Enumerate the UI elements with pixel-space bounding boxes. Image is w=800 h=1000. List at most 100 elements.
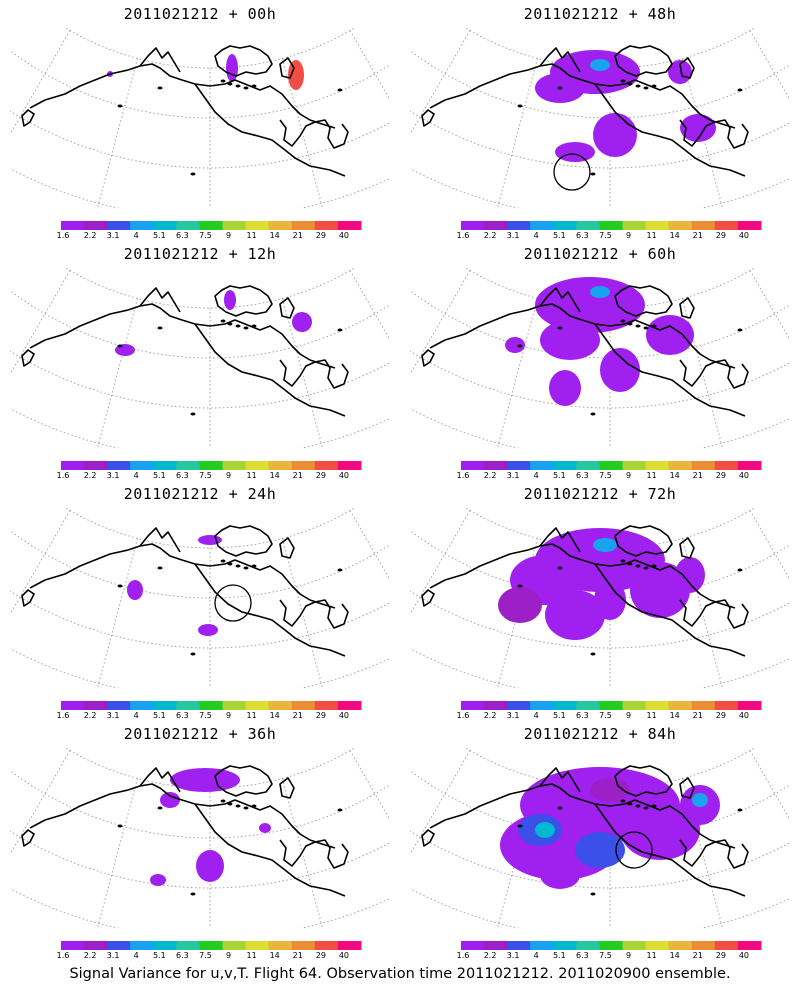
variance-contour <box>555 142 595 162</box>
island <box>557 566 563 570</box>
map-panel-4: 2011021212 + 24h 1.6 2.2 3.1 4 5.1 6.3 7.5 9 11 14… <box>0 480 400 720</box>
variance-contour <box>150 874 166 886</box>
variance-contour <box>170 768 240 792</box>
colorbar-swatch <box>61 941 85 950</box>
colorbar-swatch <box>291 221 316 230</box>
colorbar-swatch <box>130 461 154 470</box>
colorbar-label: 21 <box>693 951 703 959</box>
coastline-0 <box>29 303 336 369</box>
colorbar-label: 11 <box>247 231 257 239</box>
observation-circle <box>214 584 252 622</box>
colorbar-swatch <box>599 941 624 950</box>
meridian-line <box>749 30 790 101</box>
colorbar-swatch <box>622 221 647 230</box>
colorbar-swatch <box>314 221 339 230</box>
coastline-6 <box>21 109 35 127</box>
colorbar-label: 6.3 <box>576 711 589 719</box>
coastlines <box>21 45 349 177</box>
island <box>517 824 523 828</box>
variance-contour <box>593 538 617 552</box>
variance-contour <box>127 580 143 600</box>
colorbar-label: 40 <box>339 231 349 239</box>
meridian-line <box>10 750 71 856</box>
coastline-1 <box>139 47 181 73</box>
colorbar-swatch <box>714 461 739 470</box>
colorbar-swatch <box>507 461 531 470</box>
coastline-5 <box>279 537 295 559</box>
island <box>557 86 563 90</box>
colorbar: 1.6 2.2 3.1 4 5.1 6.3 7.5 9 11 14 21 29 40 <box>57 461 362 479</box>
island <box>337 88 343 92</box>
colorbar-swatch <box>107 941 131 950</box>
colorbar-label: 14 <box>670 471 680 479</box>
island <box>517 584 523 588</box>
panel-title: 2011021212 + 72h <box>523 485 677 503</box>
colorbar-swatch <box>645 701 670 710</box>
island <box>157 566 163 570</box>
colorbar-swatch <box>599 461 624 470</box>
island <box>227 82 233 86</box>
variance-contour <box>198 624 218 636</box>
coastline-2 <box>194 83 346 177</box>
colorbar-swatch <box>737 941 762 950</box>
colorbar-swatch <box>268 461 293 470</box>
colorbar-label: 3.1 <box>107 951 120 959</box>
meridian-line <box>496 58 538 208</box>
coastline-5 <box>679 297 695 319</box>
colorbar-swatch <box>176 941 200 950</box>
colorbar-label: 5.1 <box>153 231 166 239</box>
colorbar-label: 40 <box>339 951 349 959</box>
colorbar-label: 14 <box>270 951 280 959</box>
island <box>651 84 657 88</box>
colorbar-swatch <box>484 941 508 950</box>
island <box>590 652 596 656</box>
meridian-line <box>282 58 324 208</box>
island <box>337 568 343 572</box>
colorbar-label: 7.5 <box>199 951 212 959</box>
variance-contour <box>288 60 304 90</box>
colorbar-label: 21 <box>693 231 703 239</box>
colorbar: 1.6 2.2 3.1 4 5.1 6.3 7.5 9 11 14 21 29 40 <box>457 461 762 479</box>
colorbar-swatch <box>461 941 485 950</box>
colorbar-label: 2.2 <box>484 711 497 719</box>
coastline-6 <box>21 829 35 847</box>
map-view <box>410 508 790 688</box>
island <box>251 324 257 328</box>
coastlines <box>421 525 749 657</box>
colorbar: 1.6 2.2 3.1 4 5.1 6.3 7.5 9 11 14 21 29 40 <box>57 941 362 959</box>
colorbar-label: 7.5 <box>199 711 212 719</box>
colorbar-swatch <box>291 461 316 470</box>
panel-title: 2011021212 + 00h <box>123 5 277 23</box>
colorbar-swatch <box>153 221 177 230</box>
island <box>627 562 633 566</box>
coastline-1 <box>139 527 181 553</box>
colorbar-swatch <box>553 221 577 230</box>
island <box>635 804 641 808</box>
map-panel-3: 2011021212 + 60h 1.6 2.2 3.1 4 5.1 6.3 7.5 9 11 14… <box>400 240 800 480</box>
variance-fill <box>127 535 222 636</box>
colorbar-label: 4 <box>534 711 539 719</box>
lat-lon-grid <box>10 28 390 208</box>
coastline-5 <box>279 57 295 79</box>
island <box>190 172 196 176</box>
colorbar-swatch <box>737 461 762 470</box>
colorbar-swatch <box>314 461 339 470</box>
colorbar-label: 2.2 <box>84 231 97 239</box>
meridian-line <box>96 538 138 688</box>
latitude-line <box>10 769 390 839</box>
meridian-line <box>282 538 324 688</box>
island <box>643 86 649 90</box>
coastline-5 <box>679 57 695 79</box>
map-view <box>10 268 390 448</box>
colorbar-swatch <box>645 221 670 230</box>
coastline-2 <box>194 563 346 657</box>
colorbar-label: 7.5 <box>199 231 212 239</box>
colorbar-label: 21 <box>293 231 303 239</box>
meridian-line <box>349 510 390 581</box>
meridian-line <box>410 268 412 367</box>
coastline-3 <box>279 839 349 869</box>
meridian-line <box>749 510 790 581</box>
variance-contour <box>292 312 312 332</box>
meridian-line <box>682 298 724 448</box>
colorbar: 1.6 2.2 3.1 4 5.1 6.3 7.5 9 11 14 21 29 40 <box>57 701 362 719</box>
